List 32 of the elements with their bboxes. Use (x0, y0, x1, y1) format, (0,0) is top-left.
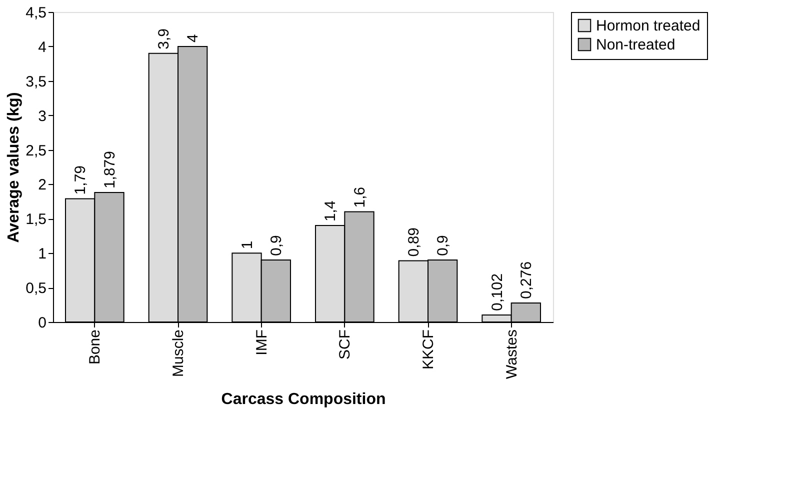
data-label: 1,6 (351, 186, 368, 208)
y-tick-label: 2 (38, 176, 46, 194)
y-tick-label: 4,5 (26, 4, 46, 22)
x-tick-label: IMF (253, 330, 270, 356)
x-tick-label: SCF (336, 330, 354, 360)
data-label: 0,276 (518, 261, 535, 299)
data-label: 1 (238, 240, 256, 250)
x-tick-label: KKCF (420, 330, 437, 370)
data-label: 1,879 (101, 151, 118, 189)
x-tick-label: Muscle (170, 330, 187, 378)
x-tick-label: Bone (86, 330, 104, 365)
data-label: 1,4 (322, 200, 340, 222)
y-tick-label: 3 (38, 108, 46, 125)
data-label: 1,79 (72, 165, 90, 195)
data-label: 0,102 (488, 273, 506, 311)
legend-label: Hormon treated (596, 18, 700, 34)
y-tick-label: 2,5 (26, 142, 46, 160)
data-label: 0,89 (405, 227, 422, 257)
y-tick-label: 4 (38, 38, 46, 56)
y-tick-label: 1 (38, 246, 46, 263)
y-tick-label: 1,5 (26, 211, 46, 228)
y-tick-label: 0 (38, 314, 46, 332)
data-label: 0,9 (268, 235, 285, 256)
y-tick-label: 3,5 (26, 73, 46, 90)
data-label: 3,9 (155, 28, 172, 50)
data-label: 4 (184, 34, 202, 42)
legend-label: Non-treated (596, 36, 676, 54)
data-label: 0,9 (434, 235, 452, 256)
x-axis-title: Carcass Composition (221, 390, 386, 408)
y-axis-title: Average values (kg) (6, 92, 23, 243)
x-tick-label: Wastes (503, 330, 520, 379)
y-tick-label: 0,5 (26, 280, 46, 298)
